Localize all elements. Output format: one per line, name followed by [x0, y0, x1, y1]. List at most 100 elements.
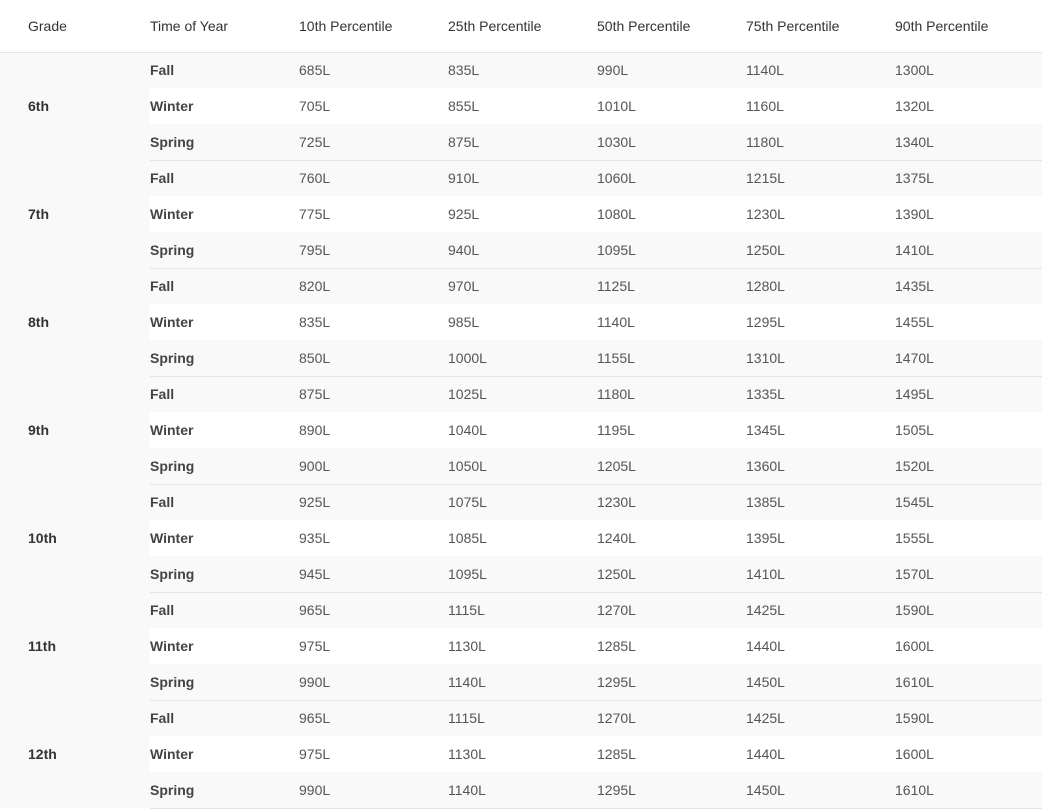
time-of-year-cell: Fall — [150, 52, 298, 88]
percentile-p90-cell: 1410L — [894, 232, 1042, 269]
time-of-year-cell: Spring — [150, 556, 298, 593]
table-row: Winter 890L 1040L 1195L 1345L 1505L — [0, 412, 1042, 448]
header-50th-percentile: 50th Percentile — [596, 0, 745, 53]
percentile-p10-cell: 900L — [298, 448, 447, 485]
percentile-p25-cell: 1050L — [447, 448, 596, 485]
table-row: Winter 975L 1130L 1285L 1440L 1600L — [0, 736, 1042, 772]
percentile-p25-cell: 1140L — [447, 664, 596, 701]
percentile-p25-cell: 855L — [447, 88, 596, 124]
percentile-p90-cell: 1390L — [894, 196, 1042, 232]
percentile-p50-cell: 1030L — [596, 124, 745, 161]
header-time-of-year: Time of Year — [150, 0, 298, 53]
percentile-p75-cell: 1160L — [745, 88, 894, 124]
percentile-p90-cell: 1545L — [894, 484, 1042, 520]
percentile-p10-cell: 965L — [298, 592, 447, 628]
percentile-p50-cell: 1295L — [596, 664, 745, 701]
grade-cell: 7th — [0, 160, 150, 268]
percentile-p75-cell: 1450L — [745, 664, 894, 701]
percentile-p25-cell: 1075L — [447, 484, 596, 520]
time-of-year-cell: Fall — [150, 484, 298, 520]
time-of-year-cell: Fall — [150, 268, 298, 304]
table-row: 12th Fall 965L 1115L 1270L 1425L 1590L — [0, 700, 1042, 808]
percentile-p10-cell: 965L — [298, 700, 447, 736]
header-90th-percentile: 90th Percentile — [894, 0, 1042, 53]
header-row: Grade Time of Year 10th Percentile 25th … — [0, 0, 1042, 53]
percentile-p50-cell: 990L — [596, 52, 745, 88]
percentile-p50-cell: 1240L — [596, 520, 745, 556]
percentile-p90-cell: 1495L — [894, 376, 1042, 412]
percentile-p50-cell: 1250L — [596, 556, 745, 593]
percentile-p50-cell: 1095L — [596, 232, 745, 269]
percentile-p90-cell: 1600L — [894, 628, 1042, 664]
table-row: Winter 835L 985L 1140L 1295L 1455L — [0, 304, 1042, 340]
time-of-year-cell: Spring — [150, 340, 298, 377]
time-of-year-cell: Spring — [150, 772, 298, 809]
table-row: Spring 945L 1095L 1250L 1410L 1570L — [0, 556, 1042, 593]
percentile-p25-cell: 940L — [447, 232, 596, 269]
percentile-p50-cell: 1140L — [596, 304, 745, 340]
table-row: Winter 775L 925L 1080L 1230L 1390L — [0, 196, 1042, 232]
percentile-p75-cell: 1425L — [745, 700, 894, 736]
grade-cell: 6th — [0, 52, 150, 160]
time-of-year-cell: Winter — [150, 628, 298, 664]
time-of-year-cell: Winter — [150, 736, 298, 772]
percentile-p75-cell: 1450L — [745, 772, 894, 809]
table-header: Grade Time of Year 10th Percentile 25th … — [0, 0, 1042, 53]
table-row: Spring 795L 940L 1095L 1250L 1410L — [0, 232, 1042, 269]
percentile-p50-cell: 1125L — [596, 268, 745, 304]
percentile-p75-cell: 1230L — [745, 196, 894, 232]
grade-cell: 10th — [0, 484, 150, 592]
percentile-p25-cell: 1000L — [447, 340, 596, 377]
percentile-p90-cell: 1520L — [894, 448, 1042, 485]
percentile-p25-cell: 1040L — [447, 412, 596, 448]
time-of-year-cell: Fall — [150, 160, 298, 196]
percentile-p10-cell: 820L — [298, 268, 447, 304]
time-of-year-cell: Winter — [150, 520, 298, 556]
percentile-p50-cell: 1285L — [596, 628, 745, 664]
percentile-p25-cell: 985L — [447, 304, 596, 340]
percentile-p50-cell: 1270L — [596, 700, 745, 736]
table-body: 6th Fall 685L 835L 990L 1140L 1300L Winter 705L 8… — [0, 52, 1042, 809]
percentile-p90-cell: 1590L — [894, 700, 1042, 736]
percentile-p90-cell: 1600L — [894, 736, 1042, 772]
percentile-p50-cell: 1060L — [596, 160, 745, 196]
percentile-p10-cell: 875L — [298, 376, 447, 412]
percentile-p90-cell: 1590L — [894, 592, 1042, 628]
percentile-p75-cell: 1250L — [745, 232, 894, 269]
percentile-p10-cell: 975L — [298, 628, 447, 664]
percentile-p50-cell: 1295L — [596, 772, 745, 809]
percentile-p75-cell: 1440L — [745, 736, 894, 772]
table-row: Spring 850L 1000L 1155L 1310L 1470L — [0, 340, 1042, 377]
percentile-p10-cell: 725L — [298, 124, 447, 161]
table-row: Winter 975L 1130L 1285L 1440L 1600L — [0, 628, 1042, 664]
table-row: 7th Fall 760L 910L 1060L 1215L 1375L — [0, 160, 1042, 268]
percentile-p90-cell: 1505L — [894, 412, 1042, 448]
percentile-p10-cell: 925L — [298, 484, 447, 520]
table-row: 10th Fall 925L 1075L 1230L 1385L 1545L — [0, 484, 1042, 592]
percentile-p10-cell: 935L — [298, 520, 447, 556]
percentile-p25-cell: 875L — [447, 124, 596, 161]
table-row: 8th Fall 820L 970L 1125L 1280L 1435L — [0, 268, 1042, 376]
time-of-year-cell: Fall — [150, 376, 298, 412]
percentile-p10-cell: 795L — [298, 232, 447, 269]
percentile-p90-cell: 1610L — [894, 772, 1042, 809]
time-of-year-cell: Spring — [150, 664, 298, 701]
time-of-year-cell: Winter — [150, 196, 298, 232]
percentile-p25-cell: 1130L — [447, 628, 596, 664]
percentile-p25-cell: 925L — [447, 196, 596, 232]
percentile-p10-cell: 990L — [298, 772, 447, 809]
percentile-p50-cell: 1285L — [596, 736, 745, 772]
percentile-p50-cell: 1270L — [596, 592, 745, 628]
grade-cell: 8th — [0, 268, 150, 376]
header-grade: Grade — [0, 0, 150, 53]
table-row: 9th Fall 875L 1025L 1180L 1335L 1495L — [0, 376, 1042, 484]
percentile-p90-cell: 1455L — [894, 304, 1042, 340]
percentile-p25-cell: 1140L — [447, 772, 596, 809]
table-row: Winter 935L 1085L 1240L 1395L 1555L — [0, 520, 1042, 556]
percentile-p90-cell: 1320L — [894, 88, 1042, 124]
percentile-p75-cell: 1440L — [745, 628, 894, 664]
percentile-p90-cell: 1375L — [894, 160, 1042, 196]
percentile-p75-cell: 1395L — [745, 520, 894, 556]
percentile-p25-cell: 1115L — [447, 700, 596, 736]
